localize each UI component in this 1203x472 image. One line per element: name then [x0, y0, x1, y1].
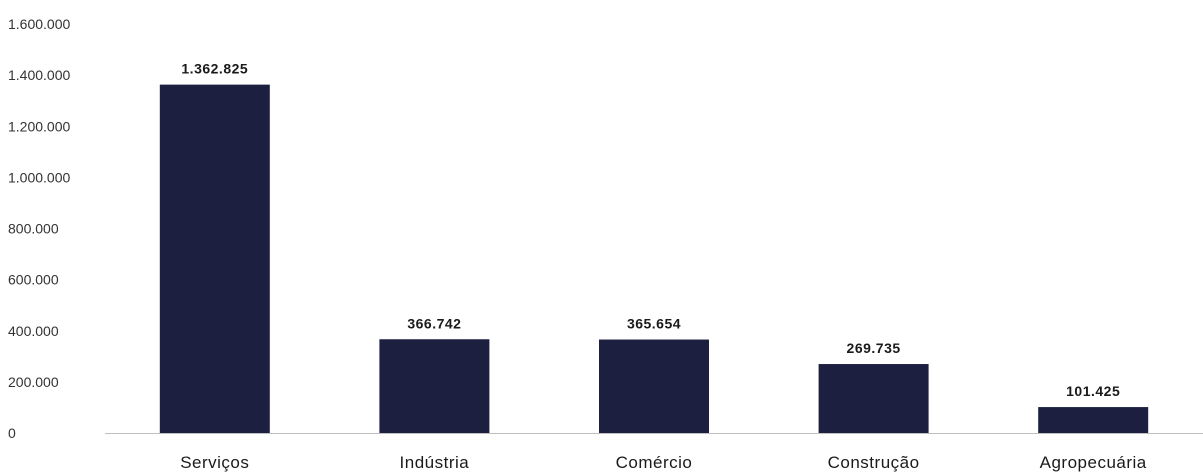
bar — [818, 364, 929, 433]
data-labels: 1.362.825 366.742 365.654 269.735 101.425 — [181, 61, 1120, 399]
y-tick-label: 800.000 — [8, 221, 59, 237]
data-label: 101.425 — [1066, 383, 1120, 399]
y-axis: 0 200.000 400.000 600.000 800.000 1.000.000 1.… — [8, 16, 70, 441]
data-label: 366.742 — [407, 315, 461, 331]
x-tick-label: Construção — [828, 453, 920, 472]
x-axis: Serviços Indústria Comércio Construção Agrop… — [180, 453, 1147, 472]
data-label: 1.362.825 — [181, 61, 248, 77]
bar — [1038, 407, 1149, 433]
y-tick-label: 600.000 — [8, 272, 59, 288]
x-tick-label: Agropecuária — [1040, 453, 1147, 472]
y-tick-label: 1.200.000 — [8, 118, 70, 134]
bar — [159, 84, 270, 433]
bar — [379, 339, 490, 433]
y-tick-label: 1.600.000 — [8, 16, 70, 32]
data-label: 365.654 — [627, 316, 681, 332]
x-tick-label: Comércio — [616, 453, 693, 472]
bars — [159, 84, 1149, 433]
y-tick-label: 200.000 — [8, 374, 59, 390]
y-tick-label: 400.000 — [8, 323, 59, 339]
y-tick-label: 1.400.000 — [8, 67, 70, 83]
x-tick-label: Indústria — [400, 453, 470, 472]
bar — [599, 339, 709, 433]
y-tick-label: 0 — [8, 425, 16, 441]
data-label: 269.735 — [847, 340, 901, 356]
x-tick-label: Serviços — [180, 453, 249, 472]
y-tick-label: 1.000.000 — [8, 169, 70, 185]
